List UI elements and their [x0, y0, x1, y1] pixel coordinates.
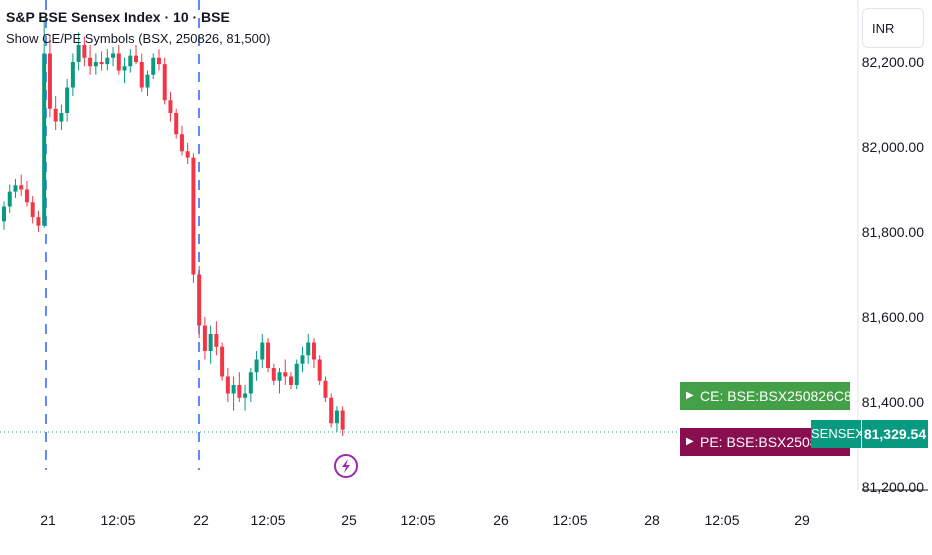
x-tick-label: 12:05: [250, 512, 285, 528]
candle-body: [323, 380, 328, 398]
candle-body: [334, 410, 339, 424]
candle-body: [329, 397, 334, 424]
candle-body: [139, 62, 144, 88]
candle-body: [283, 372, 288, 377]
candle-body: [248, 372, 253, 394]
candle-body: [260, 342, 265, 360]
candle-body: [134, 55, 139, 62]
lightning-bolt-glyph: [342, 459, 350, 473]
candle-body: [277, 372, 282, 381]
candle-body: [36, 217, 41, 226]
x-tick-label: 26: [493, 512, 509, 528]
last-price-label: 81,329.54: [862, 420, 928, 448]
chart-header: S&P BSE Sensex Index · 10 · BSE Show CE/…: [6, 6, 270, 50]
candle-body: [156, 57, 161, 65]
x-tick-label: 12:05: [400, 512, 435, 528]
candle-body: [53, 108, 58, 122]
candle-body: [59, 113, 64, 122]
candle-body: [237, 385, 242, 398]
candle-body: [202, 325, 207, 351]
candle-body: [174, 113, 179, 135]
candle-body: [300, 355, 305, 364]
candle-body: [168, 100, 173, 113]
candle-body: [179, 134, 184, 152]
indicator-legend[interactable]: Show CE/PE Symbols (BSX, 250826, 81,500): [6, 31, 271, 46]
candle-body: [105, 57, 110, 65]
x-tick-label: 22: [193, 512, 209, 528]
x-tick-label: 29: [794, 512, 810, 528]
x-tick-label: 12:05: [100, 512, 135, 528]
candle-body: [128, 55, 133, 67]
candle-body: [145, 74, 150, 88]
candle-body: [191, 157, 196, 275]
x-tick-label: 12:05: [552, 512, 587, 528]
candle-body: [289, 376, 293, 385]
y-tick-label: 81,400.00: [862, 394, 924, 410]
candle-body: [19, 185, 24, 190]
candle-body: [208, 334, 213, 351]
candle-body: [13, 185, 18, 192]
y-tick-label: 82,000.00: [862, 139, 924, 155]
candle-body: [151, 57, 156, 75]
candle-body: [24, 189, 29, 203]
x-tick-label: 12:05: [704, 512, 739, 528]
candle-body: [340, 410, 345, 430]
candle-body: [99, 62, 104, 65]
candle-body: [243, 393, 248, 398]
candle-body: [47, 53, 52, 109]
candle-body: [294, 363, 299, 385]
candle-body: [82, 45, 87, 58]
candle-body: [42, 53, 47, 226]
candle-body: [317, 359, 322, 381]
x-tick-label: 25: [341, 512, 357, 528]
candle-body: [70, 62, 75, 88]
candle-body: [197, 274, 202, 326]
candle-body: [306, 342, 311, 356]
symbol-price-tag: SENSEX: [811, 420, 864, 448]
candle-body: [88, 57, 93, 67]
candle-body: [266, 342, 271, 368]
candle-body: [254, 359, 259, 373]
candle-body: [122, 66, 127, 71]
candle-body: [231, 385, 236, 394]
candle-body: [311, 342, 316, 360]
y-tick-label: 82,200.00: [862, 54, 924, 70]
candle-body: [214, 334, 219, 347]
candle-body: [116, 53, 121, 71]
candle-body: [93, 62, 98, 67]
y-tick-label: 81,200.00: [862, 479, 924, 495]
candle-body: [65, 87, 70, 113]
x-tick-label: 21: [40, 512, 56, 528]
x-tick-label: 28: [644, 512, 660, 528]
ce-symbol-tag: CE: BSE:BSX250826C81500: [680, 382, 850, 410]
candle-body: [185, 151, 190, 158]
y-tick-label: 81,600.00: [862, 309, 924, 325]
candle-body: [2, 206, 6, 222]
symbol-title[interactable]: S&P BSE Sensex Index · 10 · BSE: [6, 9, 230, 25]
candle-body: [76, 45, 81, 62]
candle-body: [111, 53, 116, 58]
y-tick-label: 81,800.00: [862, 224, 924, 240]
currency-selector[interactable]: INR: [862, 8, 924, 48]
candle-body: [30, 202, 35, 218]
candle-body: [7, 191, 12, 207]
candle-body: [162, 64, 167, 101]
candle-body: [225, 376, 230, 394]
candle-body: [271, 368, 276, 381]
candle-body: [220, 346, 225, 377]
